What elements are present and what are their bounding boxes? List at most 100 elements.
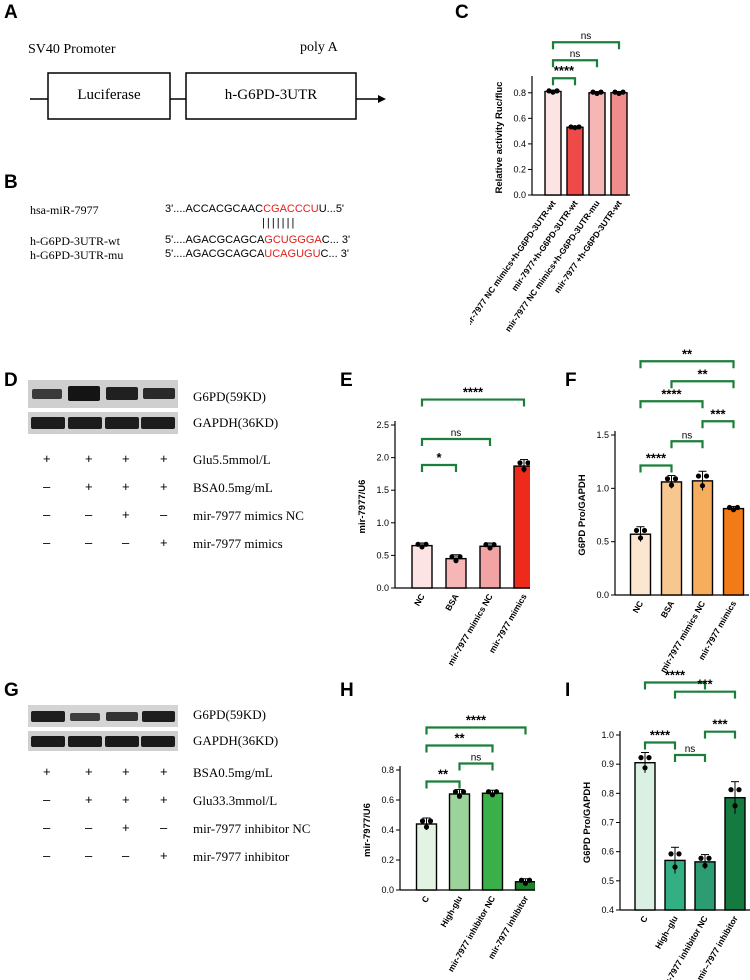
d-mark: –: [85, 507, 93, 522]
d-condition-label: mir-7977 mimics NC: [193, 508, 304, 523]
significance-label: **: [454, 731, 465, 746]
significance-label: ****: [463, 385, 484, 400]
bar: [411, 544, 433, 589]
data-point: [460, 789, 467, 795]
significance-bracket: [551, 77, 577, 86]
y-tick-label: 0.2: [381, 855, 394, 865]
data-point: [550, 89, 556, 95]
mirna-name: hsa-miR-7977: [30, 203, 99, 217]
significance-label: ns: [570, 49, 581, 60]
pairing-lines: | | | | | | |: [262, 217, 294, 229]
g-mark: –: [43, 792, 51, 807]
g-mark: +: [43, 764, 51, 779]
g-mark: +: [85, 764, 93, 779]
data-point: [487, 545, 493, 551]
chart-i-g6pd-protein: 0.4 0.5 0.6 0.7 0.8 0.9 1.0 G6PD Pro/GAPDH C High…: [582, 668, 750, 980]
data-point: [706, 855, 712, 861]
g6pd-utr-box-label: h-G6PD-3UTR: [224, 87, 318, 103]
d-mark: +: [43, 451, 51, 466]
significance-bracket: [551, 59, 599, 68]
data-point: [590, 89, 596, 95]
significance-label: ns: [581, 31, 592, 42]
significance-bracket: [639, 360, 735, 369]
data-point: [419, 544, 425, 550]
bar: [691, 480, 714, 596]
y-tick-label: 0.5: [376, 550, 389, 560]
significance-label: **: [438, 767, 449, 782]
significance-label: ****: [661, 386, 682, 401]
blot-d-g6pd-label: G6PD(59KD): [193, 389, 266, 404]
g-mark: +: [122, 764, 130, 779]
d-mark: +: [122, 479, 130, 494]
data-point: [419, 818, 426, 824]
y-tick-label: 0.6: [513, 113, 526, 123]
significance-label: ****: [650, 728, 671, 743]
bar: [448, 793, 471, 891]
data-point: [491, 542, 497, 548]
y-axis-label: mir-7977/U6: [357, 480, 368, 534]
data-point: [642, 765, 648, 771]
wt-sequence: 5'....AGACGCAGCAGCUGGGAC... 3': [165, 234, 351, 246]
g-mark: –: [43, 820, 51, 835]
y-tick-label: 0.8: [601, 788, 614, 798]
y-tick-label: 0.0: [381, 885, 394, 895]
data-point: [423, 824, 430, 830]
data-point: [489, 792, 496, 798]
significance-bracket: [639, 464, 673, 473]
g-mark: –: [43, 848, 51, 863]
data-point: [554, 88, 560, 94]
y-tick-label: 0.0: [376, 583, 389, 593]
significance-bracket: [670, 440, 704, 449]
g-condition-label: mir-7977 inhibitor NC: [193, 821, 311, 836]
panel-label-i: I: [565, 680, 571, 701]
significance-bracket: [673, 753, 707, 762]
significance-label: ns: [685, 744, 696, 755]
d-mark: +: [122, 507, 130, 522]
data-point: [568, 124, 574, 130]
significance-bracket: [458, 762, 494, 771]
g-condition-label: Glu33.3mmol/L: [193, 793, 278, 808]
significance-label: *: [436, 450, 442, 465]
significance-label: ***: [710, 406, 726, 421]
d-mark: +: [160, 479, 168, 494]
data-point: [702, 862, 708, 869]
panel-label-h: H: [340, 680, 354, 701]
d-mark: +: [122, 451, 130, 466]
data-point: [598, 89, 604, 95]
panel-label-b: B: [4, 172, 18, 193]
category-label: BSA: [659, 599, 677, 620]
significance-bracket: [551, 41, 621, 50]
data-point: [452, 789, 459, 795]
blot-d-g6pd-strip: [28, 380, 178, 408]
panel-label-g: G: [4, 680, 19, 701]
category-label: C: [638, 914, 650, 924]
significance-bracket: [420, 398, 526, 407]
significance-label: ****: [466, 713, 487, 728]
data-point: [594, 90, 600, 97]
y-tick-label: 1.0: [596, 483, 609, 493]
construct-diagram: [30, 72, 386, 120]
data-point: [672, 864, 678, 870]
y-tick-label: 0.9: [601, 759, 614, 769]
y-tick-label: 1.0: [376, 518, 389, 528]
g-condition-label: BSA0.5mg/mL: [193, 765, 273, 780]
significance-label: ****: [646, 451, 667, 466]
significance-label: ****: [665, 668, 686, 683]
blot-d-gapdh-strip: [28, 412, 178, 434]
data-point: [637, 535, 644, 541]
chart-e-mir7977-u6: 0.0 0.5 1.0 1.5 2.0 2.5 mir-7977/U6 NC BSA mir-79…: [357, 385, 530, 667]
panel-label-f: F: [565, 370, 577, 391]
data-point: [453, 558, 459, 564]
data-point: [699, 483, 706, 489]
significance-bracket: [701, 420, 735, 429]
data-point: [522, 880, 529, 886]
panel-label-e: E: [340, 370, 353, 391]
bar: [513, 465, 530, 589]
data-point: [736, 787, 742, 793]
bar: [724, 797, 746, 911]
significance-bracket: [425, 744, 494, 753]
y-tick-label: 1.5: [376, 485, 389, 495]
panel-label-d: D: [4, 370, 18, 391]
bar: [610, 92, 628, 196]
